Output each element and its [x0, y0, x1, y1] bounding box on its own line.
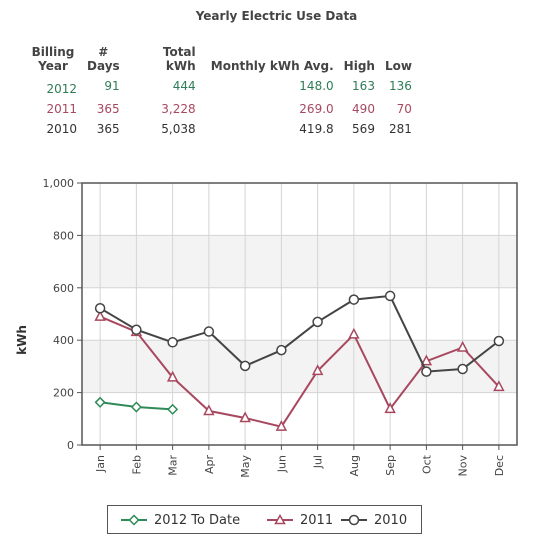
- cell-total: 444: [172, 79, 196, 93]
- data-point: [203, 326, 215, 337]
- data-point: [130, 401, 142, 413]
- x-tick-label: Apr: [203, 455, 216, 475]
- cell-high: 490: [352, 102, 375, 116]
- data-point: [94, 396, 106, 408]
- usage-summary-table: Billing Year # Days Total kWh Monthly kWh …: [24, 45, 417, 139]
- series-line: [99, 315, 500, 428]
- cell-days: 91: [104, 79, 120, 93]
- cell-avg: 269.0: [299, 102, 334, 116]
- data-point: [94, 302, 106, 314]
- circle-marker-icon: [341, 514, 367, 526]
- data-point: [421, 366, 432, 377]
- cell-low: 136: [389, 79, 412, 93]
- data-point: [94, 310, 106, 321]
- x-tick-label: Dec: [493, 455, 506, 476]
- table-row: 2010 365 5,038 419.8 569 281: [24, 119, 417, 139]
- triangle-marker-icon: [267, 514, 293, 525]
- cell-year: 2012: [46, 82, 77, 96]
- table-header-row: Billing Year # Days Total kWh Monthly kWh …: [24, 45, 417, 73]
- cell-total: 5,038: [161, 122, 196, 136]
- cell-low: 70: [396, 102, 412, 116]
- legend-label: 2012 To Date: [154, 512, 241, 528]
- data-point: [131, 324, 142, 335]
- series-line: [99, 294, 500, 373]
- y-tick-label: 0: [67, 439, 74, 452]
- header-high: High: [343, 59, 375, 73]
- data-point: [203, 404, 215, 416]
- cell-total: 3,228: [161, 102, 196, 116]
- data-point: [167, 403, 179, 415]
- data-point: [348, 327, 360, 339]
- table-row: 2011 365 3,228 269.0 490 70: [24, 99, 417, 119]
- data-point: [457, 363, 468, 375]
- cell-high: 569: [352, 122, 375, 136]
- legend-item-2010[interactable]: 2010: [340, 511, 407, 529]
- data-point: [311, 364, 324, 376]
- y-tick-label: 200: [53, 387, 74, 400]
- series-2010: [94, 290, 505, 377]
- header-monthly-avg: Monthly kWh Avg.: [210, 59, 334, 73]
- cell-year: 2010: [46, 122, 77, 136]
- data-point: [167, 337, 178, 348]
- y-tick-label: 600: [53, 282, 74, 295]
- y-tick-label: 800: [53, 229, 74, 242]
- x-tick-label: Jan: [94, 455, 107, 473]
- data-point: [239, 411, 251, 423]
- data-point: [384, 290, 396, 302]
- data-point: [276, 344, 287, 356]
- legend-item-2012[interactable]: 2012 To Date: [120, 511, 240, 529]
- x-tick-label: May: [239, 455, 252, 478]
- x-tick-label: Nov: [457, 455, 470, 477]
- grid-band: [82, 340, 517, 393]
- plot-area: 0 200 400 600 800 1,000 Jan Feb Mar Apr May Jun Jul A…: [43, 177, 518, 478]
- data-point: [493, 380, 505, 392]
- x-tick-label: Feb: [130, 455, 143, 474]
- data-point: [420, 354, 433, 366]
- cell-year: 2011: [46, 102, 77, 116]
- legend-item-2011[interactable]: 2011: [266, 511, 333, 529]
- chart-title: Yearly Electric Use Data: [195, 9, 358, 23]
- data-point: [275, 420, 288, 431]
- legend-label: 2011: [300, 512, 334, 528]
- header-billing-year: Billing Year: [31, 45, 75, 73]
- header-total-kwh: Total kWh: [162, 45, 196, 73]
- x-tick-label: Aug: [348, 455, 361, 476]
- cell-avg: 148.0: [299, 79, 334, 93]
- y-tick-label: 400: [53, 334, 74, 347]
- legend-label: 2010: [374, 512, 408, 528]
- data-point: [493, 335, 505, 347]
- cell-low: 281: [389, 122, 412, 136]
- x-tick-label: Oct: [420, 454, 433, 474]
- x-tick-label: Jun: [275, 455, 288, 473]
- x-tick-label: Jul: [312, 455, 325, 469]
- data-point: [348, 294, 360, 305]
- cell-avg: 419.8: [299, 122, 334, 136]
- y-tick-label: 1,000: [43, 177, 75, 190]
- header-low: Low: [384, 59, 412, 73]
- header-days: # Days: [87, 45, 120, 73]
- cell-days: 365: [96, 102, 120, 116]
- x-tick-label: Mar: [167, 455, 180, 476]
- data-point: [166, 370, 179, 382]
- y-axis-label: kWh: [15, 325, 29, 355]
- data-point: [312, 316, 323, 328]
- electric-use-line-chart: kWh 0 200 400 600 800 1,000 Jan Feb Mar Apr May Jun…: [15, 177, 518, 478]
- table-row: 2012 91 444 148.0 163 136: [24, 73, 417, 99]
- diamond-marker-icon: [121, 514, 147, 526]
- cell-high: 163: [352, 79, 375, 93]
- data-point: [384, 402, 396, 414]
- cell-days: 365: [96, 122, 120, 136]
- data-point: [456, 340, 469, 352]
- series-2012-to-date: [94, 396, 179, 415]
- grid-band: [82, 235, 517, 288]
- x-tick-label: Sep: [384, 455, 397, 476]
- data-point: [239, 360, 251, 372]
- chart-legend: 2012 To Date 2011 2010: [107, 505, 422, 534]
- plot-border: [81, 182, 518, 446]
